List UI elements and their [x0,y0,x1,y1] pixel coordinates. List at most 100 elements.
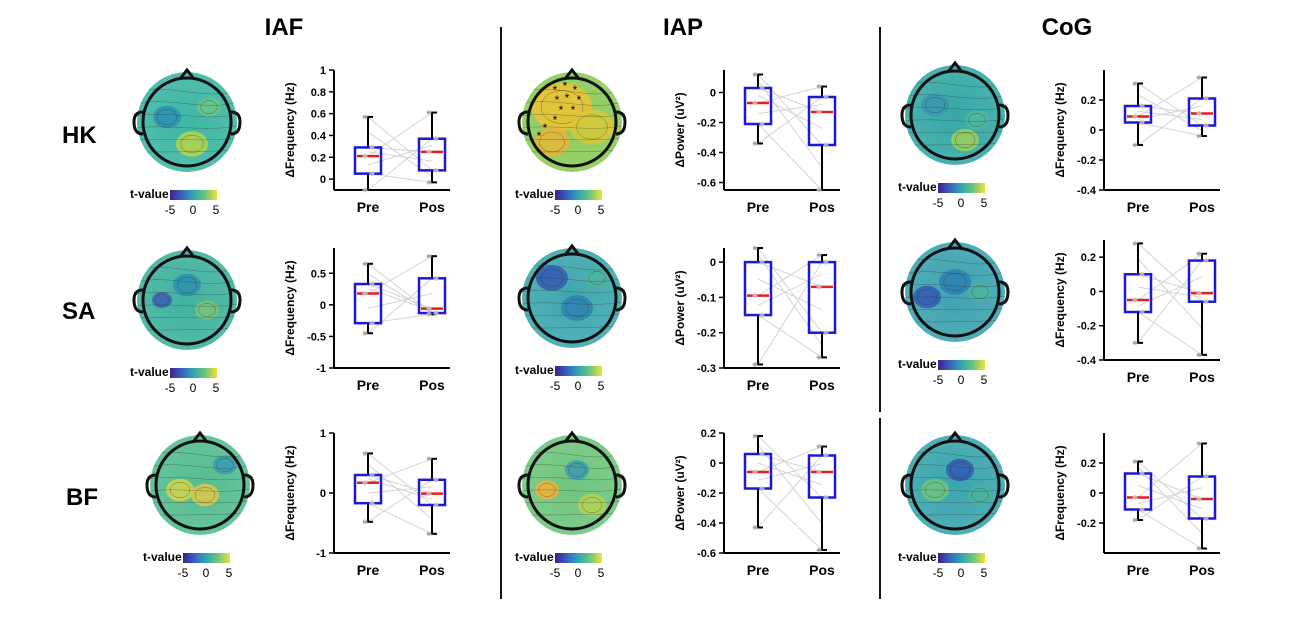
box-iqr [1123,472,1153,511]
box-iqr [1187,97,1217,127]
y-tick-label: -0.2 [1077,518,1096,530]
y-tick-label: -0.2 [697,118,716,130]
topo-iap-hk: * * ** * ** ****t-value-5 0 5 [515,67,627,217]
ear-right [998,280,1010,306]
topo-contour [200,100,218,114]
colorbar-tick: 5 [981,566,988,580]
topo-contour [924,97,946,113]
topo-map [522,248,622,348]
data-point [362,480,368,486]
data-point [823,142,829,148]
subject-line [367,313,433,324]
significant-electrode-marker: * [543,121,548,135]
data-point [816,469,822,475]
y-axis-label: ΔFrequency (Hz) [283,445,297,540]
box-pos [417,456,447,537]
head-outline [526,439,618,531]
box-iqr [807,260,837,334]
colorbar-tick: 0 [958,196,965,210]
x-tick-label-pre: Pre [1127,369,1150,385]
box-pre [353,450,383,525]
data-point [433,136,439,142]
subject-line [757,446,823,473]
row-label-bf: BF [66,484,98,511]
topo-contour [943,272,967,292]
colorbar-tick: 0 [190,203,197,217]
data-point [752,433,758,439]
data-point [426,456,432,462]
y-tick-label: -0.4 [697,148,717,160]
subject-line [367,479,433,523]
column-title-cog: CoG [1041,14,1093,41]
colorbar-label: t-value [515,363,554,377]
significant-electrode-marker: * [563,79,568,93]
colorbar-tick: 0 [958,373,965,387]
y-tick-label: -0.4 [1077,355,1097,367]
subject-line [757,254,823,346]
subject-line [1137,77,1203,117]
y-tick-label: 0 [1090,488,1096,500]
data-point [1132,459,1138,464]
topo-map [137,72,237,172]
topo-contour [971,488,989,502]
boxplot-iap-sa: ΔPower (uV²) 0 -0.1 -0.2 -0.3 Pre Pos [673,245,840,393]
colorbar-tick: 5 [598,566,605,580]
y-axis-label: ΔFrequency (Hz) [283,82,297,177]
topo-blob [570,109,614,145]
data-point [1203,123,1209,128]
subject-line [757,123,823,191]
data-point [759,121,765,127]
colorbar-tick: 0 [575,566,582,580]
colorbar [183,553,230,563]
topo-map [905,65,1005,165]
data-point [1132,297,1138,303]
y-tick-label: 0 [710,458,716,470]
data-point [362,114,368,120]
column-title-iaf: IAF [264,14,304,41]
significant-electrode-marker: * [555,93,560,107]
ear-right [615,286,627,312]
subject-line [367,144,433,166]
x-tick-label-pre: Pre [747,562,770,578]
subject-line [367,273,433,315]
data-point [823,94,829,100]
topo-contour [137,113,237,118]
topo-contour [540,268,564,288]
topo-contour [576,114,608,140]
subject-line [367,263,433,314]
data-point [433,477,439,483]
ear-right [615,473,627,499]
x-tick-label-pos: Pos [1189,199,1215,215]
subject-line [367,463,433,520]
data-point [1139,120,1145,125]
topo-background [905,435,1005,535]
head-outline [909,69,1001,161]
data-point [1196,546,1202,551]
box-iqr [353,282,383,325]
nose [563,243,581,256]
colorbar-label: t-value [143,550,182,564]
box-pos [1187,251,1217,358]
ear-right [243,473,255,499]
subject-line [757,80,823,168]
subject-line [1137,286,1203,298]
ear-left [132,288,144,314]
subject-line [757,444,823,525]
y-axis-label: ΔFrequency (Hz) [283,260,297,355]
subject-line [757,453,823,473]
data-point [426,179,432,185]
boxplot-cog-sa: ΔFrequency (Hz) 0.2 0 -0.2 -0.4 Pre Pos [1053,240,1220,385]
colorbar-label: t-value [130,365,169,379]
box-iqr [743,452,773,490]
data-point [752,361,758,367]
topo-iap-bf: t-value -5 0 5 [515,430,627,580]
ear-left [132,110,144,136]
row-label-sa: SA [62,298,96,325]
data-point [1203,474,1209,479]
subject-line [757,274,823,306]
significant-electrode-marker: * [577,93,582,107]
data-point [362,290,368,296]
box-pos [807,252,837,360]
topo-iaf-bf: t-value -5 0 5 [143,430,255,580]
colorbar [555,190,602,200]
